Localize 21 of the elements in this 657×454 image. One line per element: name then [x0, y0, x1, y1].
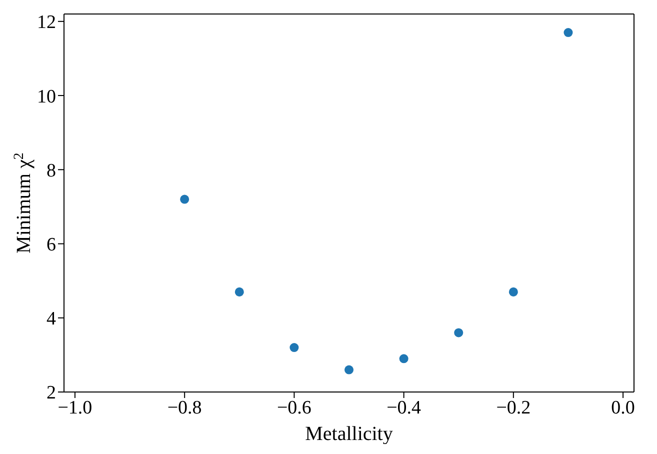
point — [180, 194, 190, 204]
y-tick-label: 4 — [46, 308, 56, 330]
y-tick-label: 6 — [46, 234, 56, 256]
point — [508, 287, 518, 296]
x-tick-label: −0.4 — [386, 397, 422, 418]
x-tick-label: −0.2 — [496, 397, 531, 418]
y-tick-label: 8 — [46, 160, 56, 182]
point — [564, 28, 573, 38]
y-tick-label: 10 — [37, 86, 56, 108]
y-tick-label: 12 — [37, 12, 56, 34]
point — [344, 365, 354, 374]
point — [454, 328, 464, 338]
point — [399, 354, 408, 364]
point — [234, 287, 244, 296]
x-tick-label: −0.6 — [276, 397, 312, 418]
x-tick-label: −1.0 — [58, 397, 92, 418]
point — [290, 343, 299, 352]
y-tick-label: 2 — [46, 382, 56, 404]
x-tick-label: 0.0 — [611, 397, 635, 418]
x-tick-label: −0.8 — [167, 397, 202, 418]
x-axis-title: Metallicity — [305, 423, 393, 445]
